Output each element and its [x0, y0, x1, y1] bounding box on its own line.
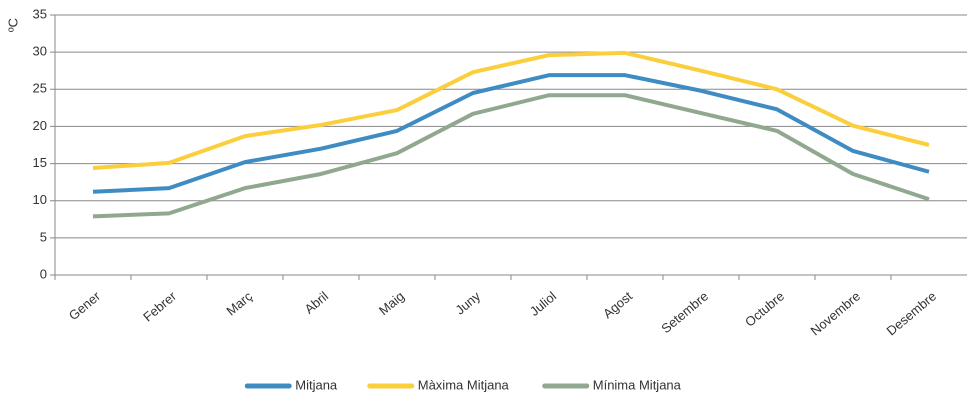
- x-tick-label: Maig: [376, 288, 407, 318]
- x-tick-label: Agost: [600, 288, 635, 321]
- x-tick-label: Desembre: [884, 288, 940, 338]
- x-tick-label: Juliol: [527, 288, 559, 319]
- x-tick-label: Juny: [452, 288, 483, 317]
- y-tick-label: 25: [33, 81, 47, 96]
- y-tick-label: 10: [33, 192, 47, 207]
- y-tick-label: 15: [33, 155, 47, 170]
- x-tick-label: Febrer: [140, 288, 179, 325]
- y-tick-label: 5: [40, 229, 47, 244]
- y-tick-label: 20: [33, 118, 47, 133]
- legend-label: Mínima Mitjana: [593, 377, 682, 392]
- line-series: [92, 93, 930, 219]
- y-tick-label: 35: [33, 6, 47, 21]
- line-series: [92, 73, 930, 194]
- legend-label: Mitjana: [295, 377, 338, 392]
- y-tick-label: 30: [33, 44, 47, 59]
- line-series: [92, 50, 930, 171]
- y-axis-label: ºC: [5, 18, 20, 32]
- legend-label: Màxima Mitjana: [418, 377, 510, 392]
- x-tick-label: Gener: [66, 288, 104, 323]
- y-tick-label: 0: [40, 266, 47, 281]
- x-tick-label: Abril: [302, 288, 332, 316]
- x-tick-label: Març: [223, 288, 255, 318]
- x-tick-label: Setembre: [658, 288, 711, 336]
- x-tick-label: Octubre: [742, 288, 787, 329]
- x-tick-label: Novembre: [808, 288, 864, 338]
